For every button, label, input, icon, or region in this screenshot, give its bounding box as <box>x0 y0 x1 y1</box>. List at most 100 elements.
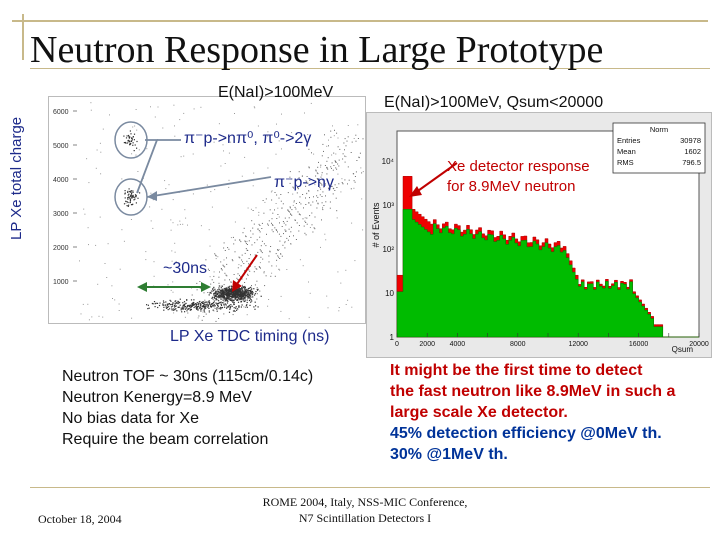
scatter-point <box>207 305 209 307</box>
scatter-point <box>293 201 295 203</box>
scatter-point <box>289 211 291 213</box>
scatter-point <box>239 257 241 259</box>
scatter-point <box>347 136 349 138</box>
scatter-point <box>187 306 189 308</box>
scatter-point <box>127 191 129 193</box>
scatter-point <box>259 266 261 268</box>
scatter-point <box>333 188 335 190</box>
scatter-point <box>250 254 251 256</box>
scatter-point <box>305 204 307 205</box>
scatter-point <box>232 300 234 302</box>
scatter-point <box>259 225 261 226</box>
scatter-point <box>338 307 340 308</box>
scatter-point <box>102 316 104 318</box>
scatter-point <box>151 302 153 305</box>
scatter-point <box>204 301 206 303</box>
scatter-point <box>247 296 249 298</box>
scatter-point <box>236 290 238 292</box>
scatter-point <box>259 262 261 264</box>
scatter-point <box>86 158 88 160</box>
page-title: Neutron Response in Large Prototype <box>30 29 604 71</box>
scatter-point <box>128 134 130 137</box>
scatter-point <box>174 309 176 311</box>
scatter-point <box>134 194 137 196</box>
scatter-point <box>124 197 126 199</box>
scatter-point <box>131 204 133 206</box>
scatter-point <box>330 130 332 132</box>
scatter-point <box>237 294 239 296</box>
scatter-point <box>328 139 329 141</box>
scatter-point <box>246 314 248 316</box>
scatter-point <box>240 288 242 290</box>
scatter-point <box>204 303 206 305</box>
scatter-point <box>354 260 356 262</box>
scatter-point <box>215 293 217 295</box>
scatter-point <box>237 299 239 301</box>
scatter-point <box>241 175 243 177</box>
scatter-point <box>123 203 126 205</box>
scatter-point <box>298 230 300 232</box>
scatter-point <box>228 291 230 293</box>
scatter-point <box>325 183 326 185</box>
scatter-point <box>187 224 188 226</box>
scatter-point <box>243 263 245 264</box>
scatter-point <box>230 288 232 290</box>
scatter-point <box>247 250 249 251</box>
scatter-point <box>169 299 171 301</box>
first-detection-line-2: the fast neutron like 8.9MeV in such a <box>390 383 676 400</box>
scatter-point <box>216 291 218 293</box>
scatter-point <box>266 233 267 235</box>
scatter-point <box>220 301 222 303</box>
scatter-point <box>229 289 231 291</box>
scatter-point <box>226 302 229 304</box>
left-plot-y-ticks: 6000 5000 4000 3000 2000 1000 <box>53 109 77 286</box>
scatter-point <box>179 223 181 225</box>
scatter-point <box>307 182 309 184</box>
scatter-point <box>131 138 133 140</box>
scatter-point <box>208 270 210 271</box>
scatter-point <box>362 138 364 140</box>
scatter-point <box>305 180 307 182</box>
scatter-point <box>241 289 243 291</box>
scatter-point <box>250 301 252 303</box>
scatter-point <box>251 292 253 294</box>
stats-entries-name: Entries <box>617 136 641 145</box>
scatter-point <box>135 202 137 204</box>
scatter-point <box>222 295 224 297</box>
scatter-point <box>146 148 148 150</box>
scatter-point <box>228 295 230 297</box>
scatter-point <box>215 299 217 301</box>
first-detection-line-1: It might be the first time to detect <box>390 362 643 379</box>
scatter-point <box>337 146 339 148</box>
scatter-point <box>201 305 203 307</box>
scatter-point <box>192 193 194 195</box>
scatter-point <box>155 302 157 304</box>
scatter-point <box>169 304 171 306</box>
scatter-point <box>237 294 239 296</box>
scatter-point <box>217 289 219 291</box>
scatter-point <box>128 188 130 190</box>
scatter-point <box>104 263 106 264</box>
scatter-point <box>246 260 248 262</box>
scatter-point <box>234 221 236 223</box>
scatter-point <box>223 290 225 292</box>
scatter-point <box>244 290 246 292</box>
scatter-point <box>223 313 225 315</box>
scatter-point <box>222 302 224 304</box>
scatter-point <box>240 265 242 267</box>
scatter-point <box>149 206 151 208</box>
scatter-point <box>130 194 132 196</box>
scatter-point <box>296 192 298 194</box>
scatter-point <box>338 165 340 167</box>
scatter-point <box>162 127 164 129</box>
scatter-point <box>289 206 291 208</box>
scatter-point <box>331 167 332 169</box>
scatter-point <box>251 285 252 287</box>
scatter-point <box>129 200 131 202</box>
scatter-point <box>243 300 245 303</box>
scatter-point <box>186 299 188 301</box>
scatter-point <box>250 236 252 238</box>
scatter-point <box>209 292 211 294</box>
scatter-point <box>246 306 248 308</box>
scatter-point <box>138 191 140 193</box>
